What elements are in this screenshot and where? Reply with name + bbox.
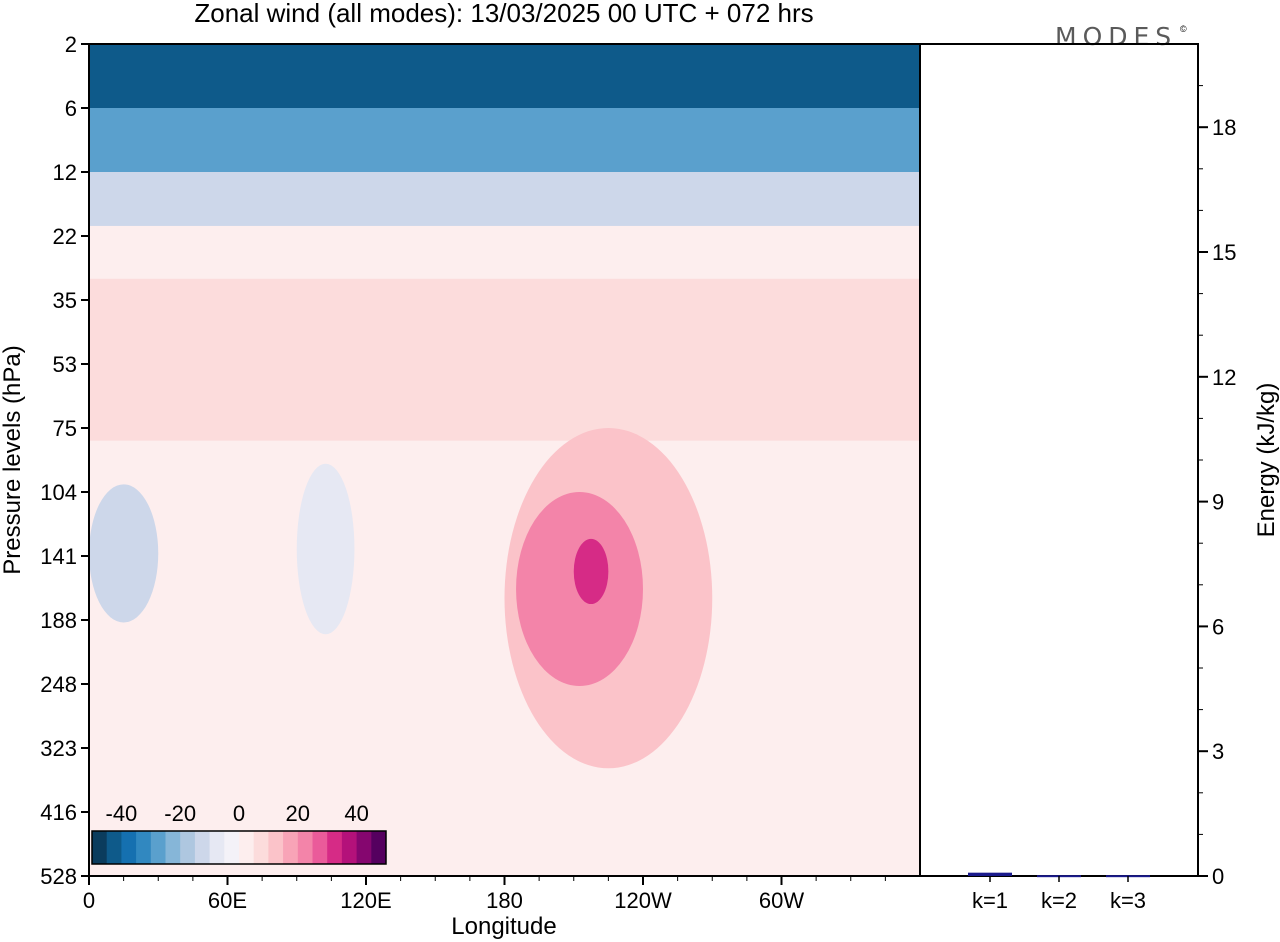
colorbar-swatch <box>209 831 225 864</box>
colorbar-swatch <box>165 831 181 864</box>
energy-tick-label: 9 <box>1212 490 1224 515</box>
colorbar: -40 -20 0 20 40 <box>91 801 387 865</box>
brand-text: MODES <box>1055 22 1177 51</box>
colorbar-swatch <box>92 831 108 864</box>
y-tick-label: 528 <box>40 864 77 889</box>
pressure-axis: 2 6 12 22 35 53 75 104 141 188 248 323 416 528 <box>40 32 89 889</box>
energy-category-label: k=2 <box>1041 888 1077 913</box>
y-tick-label: 2 <box>65 32 77 57</box>
contour-region-6 <box>573 538 609 605</box>
y-tick-label: 248 <box>40 672 77 697</box>
energy-tick-label: 18 <box>1212 115 1236 140</box>
chart-title: Zonal wind (all modes): 13/03/2025 00 UT… <box>194 0 813 28</box>
y-tick-label: 104 <box>40 480 77 505</box>
energy-tick-label: 3 <box>1212 739 1224 764</box>
colorbar-tick-label: 0 <box>233 801 245 826</box>
contour-region-8 <box>296 463 355 635</box>
energy-bar <box>968 872 1012 876</box>
colorbar-swatch <box>297 831 313 864</box>
colorbar-tick-label: -40 <box>106 801 138 826</box>
colorbar-swatch <box>268 831 284 864</box>
x-tick-label: 0 <box>83 888 95 913</box>
colorbar-swatch <box>106 831 122 864</box>
colorbar-swatch <box>283 831 299 864</box>
energy-axis-title: Energy (kJ/kg) <box>1253 383 1280 538</box>
colorbar-swatch <box>136 831 152 864</box>
brand-logo: MODES © <box>1055 22 1187 51</box>
energy-tick-label: 6 <box>1212 614 1224 639</box>
colorbar-tick-label: -20 <box>164 801 196 826</box>
colorbar-swatch <box>253 831 269 864</box>
colorbar-swatch <box>371 831 387 864</box>
energy-frame <box>919 43 1199 877</box>
brand-mark: © <box>1180 24 1187 34</box>
energy-tick-label: 12 <box>1212 365 1236 390</box>
energy-category-label: k=1 <box>972 888 1008 913</box>
colorbar-swatch <box>180 831 196 864</box>
y-tick-label: 53 <box>53 352 77 377</box>
y-tick-label: 6 <box>65 96 77 121</box>
y-tick-label: 416 <box>40 800 77 825</box>
colorbar-swatch <box>121 831 137 864</box>
longitude-axis: 0 60E 120E 180 120W 60W <box>83 876 886 913</box>
y-tick-label: 22 <box>53 224 77 249</box>
x-tick-label: 60W <box>759 888 804 913</box>
contour-region-2 <box>89 172 920 226</box>
x-axis-title: Longitude <box>451 913 556 940</box>
y-tick-label: 323 <box>40 736 77 761</box>
colorbar-swatch <box>327 831 343 864</box>
energy-panel: 0 3 6 9 12 15 18 k=1 k=2 k=3 <box>919 43 1236 913</box>
x-tick-label: 60E <box>208 888 247 913</box>
y-tick-label: 188 <box>40 608 77 633</box>
colorbar-frame <box>91 830 387 865</box>
y-tick-label: 141 <box>40 544 77 569</box>
energy-category-label: k=3 <box>1110 888 1146 913</box>
colorbar-swatch <box>224 831 240 864</box>
x-tick-label: 120W <box>614 888 672 913</box>
colorbar-swatch <box>150 831 166 864</box>
colorbar-swatch <box>312 831 328 864</box>
y-tick-label: 35 <box>53 288 77 313</box>
y-tick-label: 75 <box>53 416 77 441</box>
colorbar-swatch <box>341 831 358 864</box>
zonal-wind-heatmap <box>89 44 920 876</box>
y-tick-label: 12 <box>53 160 77 185</box>
contour-region-7 <box>89 484 159 623</box>
y-axis-title: Pressure levels (hPa) <box>0 345 26 574</box>
energy-tick-label: 15 <box>1212 240 1236 265</box>
colorbar-tick-label: 40 <box>344 801 368 826</box>
colorbar-swatch <box>239 831 255 864</box>
x-tick-label: 180 <box>486 888 523 913</box>
colorbar-tick-label: 20 <box>286 801 310 826</box>
colorbar-swatch <box>356 831 372 864</box>
colorbar-swatch <box>194 831 211 864</box>
energy-tick-label: 0 <box>1212 864 1224 889</box>
x-tick-label: 120E <box>340 888 391 913</box>
contour-region-3 <box>89 278 920 441</box>
